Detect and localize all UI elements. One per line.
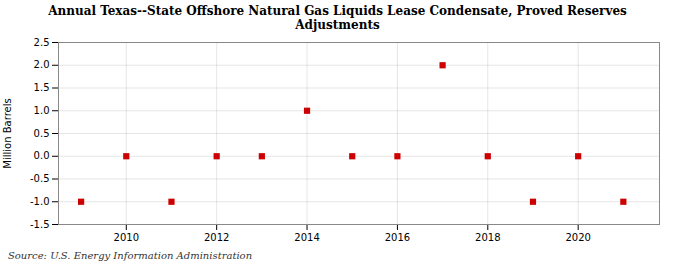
svg-text:Million Barrels: Million Barrels	[2, 98, 13, 168]
svg-text:2020: 2020	[565, 232, 590, 243]
svg-text:2014: 2014	[294, 232, 319, 243]
svg-text:2.5: 2.5	[34, 37, 50, 48]
svg-text:2018: 2018	[475, 232, 500, 243]
svg-text:2.0: 2.0	[34, 59, 50, 70]
html-text:Annual Texas--State Offshore N: Annual Texas--State Offshore Natural Gas…	[48, 4, 627, 32]
svg-text:-1.0: -1.0	[30, 196, 50, 207]
svg-text:-0.5: -0.5	[30, 173, 50, 184]
svg-text:2010: 2010	[114, 232, 139, 243]
svg-text:2016: 2016	[385, 232, 410, 243]
svg-text:1.0: 1.0	[34, 105, 50, 116]
svg-text:0.0: 0.0	[34, 150, 50, 161]
svg-text:2012: 2012	[204, 232, 229, 243]
html-text:Source: U.S. Energy Informatio: Source: U.S. Energy Information Administ…	[8, 250, 253, 261]
svg-text:0.5: 0.5	[34, 128, 50, 139]
svg-text:1.5: 1.5	[34, 82, 50, 93]
svg-text:-1.5: -1.5	[30, 219, 50, 230]
